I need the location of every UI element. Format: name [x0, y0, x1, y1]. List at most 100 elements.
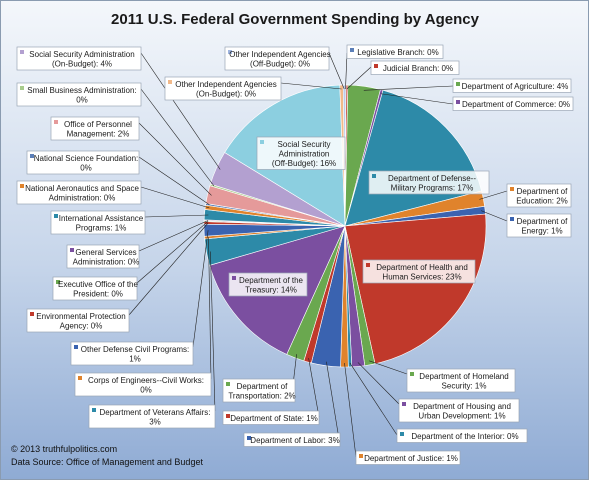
leader-line-16	[210, 251, 216, 412]
label-color-marker	[168, 80, 172, 84]
leader-line-1	[346, 66, 372, 90]
slice-label-4: Department of Defense--Military Programs…	[368, 170, 490, 195]
leader-line-29	[280, 82, 342, 90]
copyright-text: © 2013 truthfulpolitics.com	[11, 444, 117, 454]
label-line: 0%	[76, 96, 88, 105]
slice-label-2: Department of Agriculture: 4%	[452, 78, 572, 93]
slice-label-11: Department of Justice: 1%	[355, 450, 461, 465]
label-line: (On-Budget): 4%	[52, 60, 112, 69]
slice-label-28: Social SecurityAdministration(Off-Budget…	[256, 136, 346, 170]
leader-line-18	[192, 230, 209, 348]
label-line: Other Independent Agencies	[175, 80, 276, 89]
label-color-marker	[350, 48, 354, 52]
slice-label-30: Other Independent Agencies(Off-Budget): …	[224, 46, 331, 71]
label-color-marker	[372, 174, 376, 178]
label-line: 0%	[80, 164, 92, 173]
leader-line-8	[369, 360, 408, 375]
label-color-marker	[226, 414, 230, 418]
label-line: Administration	[279, 150, 330, 159]
label-line: Environmental Protection	[36, 312, 125, 321]
leader-line-2	[363, 85, 454, 91]
leader-line-11	[344, 362, 357, 458]
label-color-marker	[456, 100, 460, 104]
label-color-marker	[359, 454, 363, 458]
label-color-marker	[92, 408, 96, 412]
label-color-marker	[54, 120, 58, 124]
label-line: Corps of Engineers--Civil Works:	[88, 376, 204, 385]
label-line: Department of Labor: 3%	[250, 436, 339, 445]
slice-label-10: Department of the Interior: 0%	[396, 428, 528, 443]
leader-line-26	[140, 88, 215, 187]
label-line: Department of the	[239, 276, 304, 285]
leader-line-22	[144, 214, 209, 218]
label-color-marker	[226, 382, 230, 386]
slice-label-23: National Aeronautics and SpaceAdministra…	[16, 180, 142, 205]
leader-line-25	[138, 122, 212, 196]
label-line: Small Business Administration:	[27, 86, 136, 95]
leader-line-21	[138, 220, 209, 252]
slice-label-27: Social Security Administration(On-Budget…	[16, 46, 142, 71]
label-color-marker	[78, 376, 82, 380]
slice-label-3: Department of Commerce: 0%	[452, 96, 574, 111]
label-line: Department of	[517, 217, 568, 226]
label-line: Transportation: 2%	[228, 392, 295, 401]
label-line: Security: 1%	[442, 382, 487, 391]
leader-line-5	[479, 190, 508, 200]
leader-line-0	[345, 52, 348, 90]
label-line: Department of the Interior: 0%	[411, 432, 518, 441]
leader-line-10	[349, 362, 398, 436]
label-line: Education: 2%	[516, 197, 568, 206]
leader-line-13	[308, 358, 320, 418]
slice-label-26: Small Business Administration:0%	[16, 82, 142, 107]
label-line: (Off-Budget): 0%	[250, 60, 310, 69]
label-line: Judicial Branch: 0%	[383, 64, 453, 73]
label-line: President: 0%	[73, 290, 123, 299]
slice-label-13: Department of State: 1%	[222, 410, 320, 425]
slice-label-18: Other Defense Civil Programs:1%	[70, 341, 194, 366]
label-line: Human Services: 23%	[382, 273, 461, 282]
label-color-marker	[232, 276, 236, 280]
label-line: Department of Defense--	[388, 174, 476, 183]
label-line: National Science Foundation:	[34, 154, 139, 163]
label-line: (On-Budget): 0%	[196, 90, 256, 99]
slice-label-17: Corps of Engineers--Civil Works:0%	[74, 372, 212, 397]
pie-slices	[203, 84, 487, 368]
slice-label-1: Judicial Branch: 0%	[370, 60, 460, 75]
label-color-marker	[402, 402, 406, 406]
label-color-marker	[510, 187, 514, 191]
leader-lines	[128, 52, 508, 458]
label-color-marker	[20, 184, 24, 188]
label-color-marker	[374, 64, 378, 68]
label-line: Administration: 0%	[73, 258, 140, 267]
slice-label-0: Legislative Branch: 0%	[346, 44, 444, 59]
label-line: Legislative Branch: 0%	[357, 48, 438, 57]
label-line: Social Security	[278, 140, 331, 149]
label-color-marker	[30, 154, 34, 158]
label-line: Social Security Administration	[29, 50, 134, 59]
label-color-marker	[70, 248, 74, 252]
label-line: General Services	[75, 248, 136, 257]
label-line: Department of State: 1%	[230, 414, 318, 423]
label-line: Treasury: 14%	[245, 286, 297, 295]
leader-line-17	[208, 237, 212, 380]
label-color-marker	[30, 312, 34, 316]
leader-line-30	[328, 52, 345, 90]
label-color-marker	[400, 432, 404, 436]
label-line: International Assistance	[59, 214, 144, 223]
label-line: 1%	[129, 355, 141, 364]
label-line: Office of Personnel	[64, 120, 132, 129]
leader-line-27	[140, 52, 221, 170]
label-line: Department of Agriculture: 4%	[462, 82, 569, 91]
leader-line-3	[380, 93, 454, 105]
label-line: Administration: 0%	[49, 194, 116, 203]
label-line: Urban Development: 1%	[418, 412, 505, 421]
